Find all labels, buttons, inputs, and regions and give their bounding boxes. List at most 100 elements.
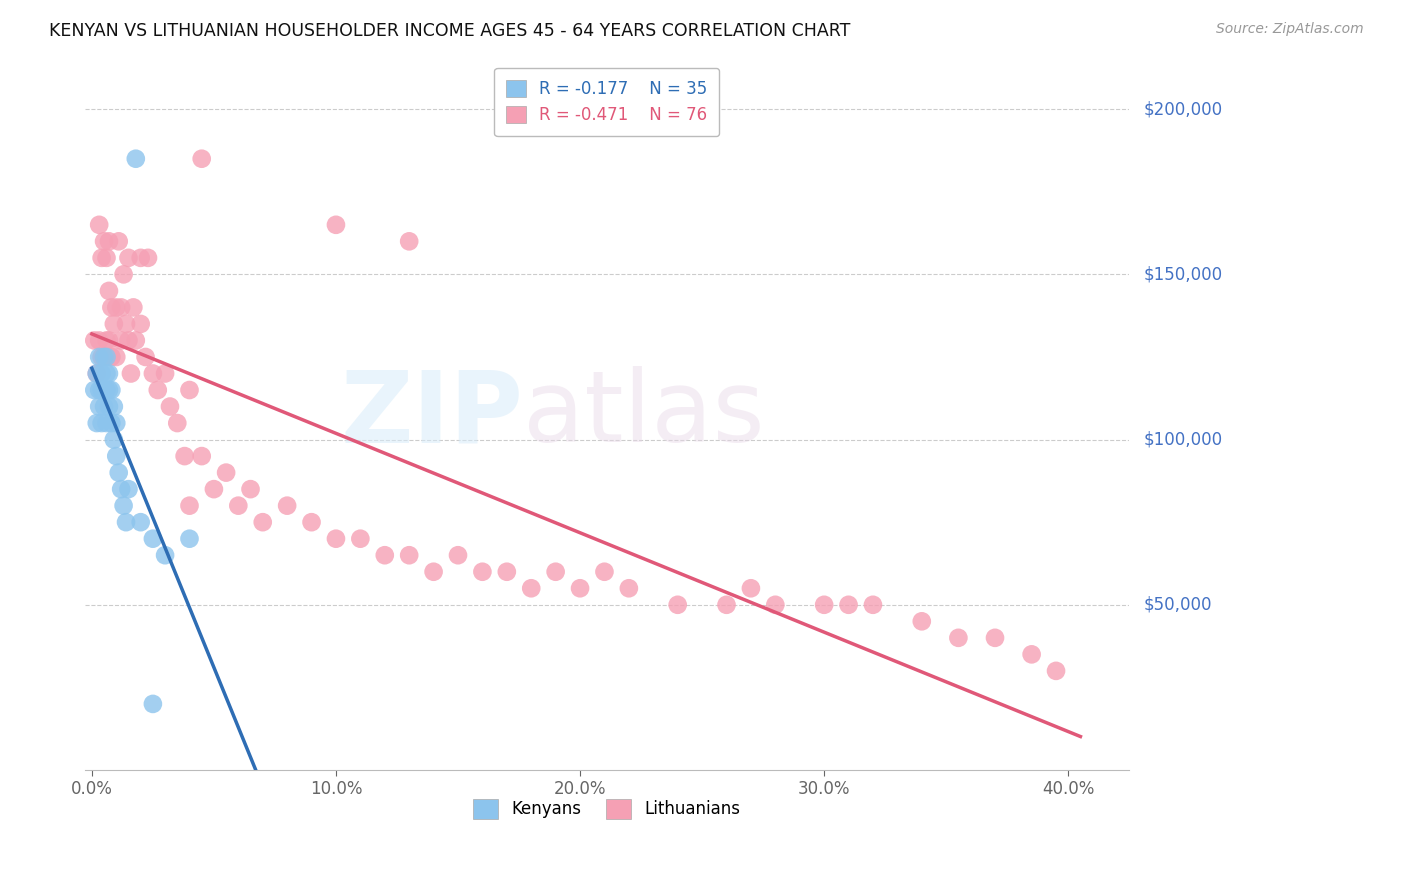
Point: [112, 268, 135, 282]
Point: [97, 400, 120, 414]
Point: [89, 350, 111, 364]
Point: [97, 334, 120, 348]
Point: [89, 218, 111, 232]
Point: [617, 581, 640, 595]
Point: [120, 367, 142, 381]
Text: $150,000: $150,000: [1143, 266, 1222, 284]
Point: [1045, 664, 1067, 678]
Point: [103, 433, 125, 447]
Point: [96, 251, 118, 265]
Legend: Kenyans, Lithuanians: Kenyans, Lithuanians: [467, 792, 748, 826]
Point: [117, 482, 139, 496]
Text: Source: ZipAtlas.com: Source: ZipAtlas.com: [1216, 22, 1364, 37]
Point: [96, 350, 118, 364]
Point: [520, 581, 543, 595]
Point: [374, 548, 396, 562]
Point: [301, 515, 323, 529]
Point: [105, 416, 128, 430]
Point: [100, 383, 122, 397]
Point: [190, 449, 212, 463]
Point: [129, 515, 152, 529]
Point: [146, 383, 169, 397]
Point: [93, 383, 115, 397]
Point: [105, 350, 128, 364]
Point: [107, 235, 129, 249]
Point: [100, 350, 122, 364]
Point: [142, 697, 165, 711]
Point: [153, 367, 176, 381]
Point: [96, 383, 118, 397]
Point: [862, 598, 884, 612]
Point: [97, 284, 120, 298]
Point: [398, 235, 420, 249]
Point: [239, 482, 262, 496]
Point: [110, 482, 132, 496]
Point: [96, 334, 118, 348]
Point: [398, 548, 420, 562]
Point: [666, 598, 689, 612]
Point: [97, 235, 120, 249]
Text: ZIP: ZIP: [340, 367, 523, 463]
Point: [90, 416, 112, 430]
Point: [173, 449, 195, 463]
Text: $200,000: $200,000: [1143, 100, 1222, 118]
Point: [763, 598, 786, 612]
Point: [422, 565, 444, 579]
Text: $50,000: $50,000: [1143, 596, 1212, 614]
Point: [89, 400, 111, 414]
Point: [716, 598, 738, 612]
Point: [110, 334, 132, 348]
Point: [153, 548, 176, 562]
Point: [97, 383, 120, 397]
Point: [325, 218, 347, 232]
Point: [93, 400, 115, 414]
Point: [190, 152, 212, 166]
Point: [202, 482, 225, 496]
Point: [252, 515, 274, 529]
Point: [948, 631, 970, 645]
Point: [813, 598, 835, 612]
Point: [179, 499, 201, 513]
Point: [112, 499, 135, 513]
Point: [569, 581, 592, 595]
Point: [911, 615, 934, 629]
Point: [107, 466, 129, 480]
Point: [115, 317, 138, 331]
Point: [93, 350, 115, 364]
Point: [447, 548, 470, 562]
Point: [1021, 648, 1043, 662]
Point: [97, 367, 120, 381]
Point: [83, 334, 105, 348]
Point: [93, 235, 115, 249]
Point: [159, 400, 181, 414]
Point: [129, 251, 152, 265]
Point: [86, 367, 108, 381]
Point: [838, 598, 860, 612]
Point: [215, 466, 238, 480]
Point: [136, 251, 159, 265]
Point: [142, 532, 165, 546]
Text: KENYAN VS LITHUANIAN HOUSEHOLDER INCOME AGES 45 - 64 YEARS CORRELATION CHART: KENYAN VS LITHUANIAN HOUSEHOLDER INCOME …: [49, 22, 851, 40]
Point: [86, 367, 108, 381]
Point: [276, 499, 298, 513]
Point: [129, 317, 152, 331]
Point: [110, 301, 132, 315]
Point: [166, 416, 188, 430]
Point: [179, 383, 201, 397]
Point: [103, 400, 125, 414]
Point: [125, 152, 148, 166]
Text: atlas: atlas: [523, 367, 765, 463]
Point: [228, 499, 250, 513]
Point: [117, 334, 139, 348]
Point: [125, 334, 148, 348]
Point: [179, 532, 201, 546]
Point: [89, 383, 111, 397]
Point: [495, 565, 517, 579]
Point: [89, 334, 111, 348]
Point: [122, 301, 145, 315]
Point: [135, 350, 157, 364]
Point: [96, 367, 118, 381]
Point: [90, 251, 112, 265]
Point: [100, 416, 122, 430]
Point: [593, 565, 616, 579]
